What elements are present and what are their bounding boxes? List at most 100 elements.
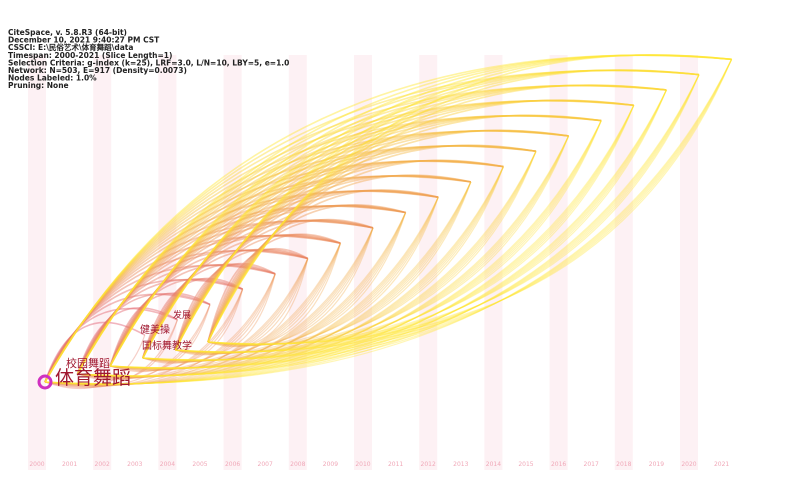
link-arc xyxy=(175,273,276,356)
link-arc xyxy=(174,174,471,351)
link-arc xyxy=(76,234,341,375)
link-arc xyxy=(44,69,700,383)
year-label: 2016 xyxy=(551,461,566,468)
link-arc xyxy=(76,205,406,375)
header-line: Selection Criteria: g-index (k=25), LRF=… xyxy=(8,58,289,67)
link-arc xyxy=(174,204,406,351)
link-arc xyxy=(44,135,570,385)
link-arc xyxy=(207,144,537,343)
link-arc xyxy=(175,74,700,353)
link-arc xyxy=(110,135,570,369)
link-arc xyxy=(44,242,341,386)
link-arc xyxy=(44,205,406,383)
link-arc xyxy=(44,212,407,386)
link-arc xyxy=(175,166,504,354)
link-arc xyxy=(109,190,439,367)
link-arc xyxy=(142,234,341,359)
link-arc xyxy=(142,99,634,359)
link-arc xyxy=(76,84,667,375)
link-arc xyxy=(44,235,341,383)
link-arc xyxy=(207,197,439,346)
link-arc xyxy=(109,175,471,367)
link-arc xyxy=(44,89,667,385)
link-arc xyxy=(207,89,667,345)
node-label: 发展 xyxy=(173,309,191,321)
link-arc xyxy=(207,59,733,345)
link-arc xyxy=(207,181,472,346)
link-arc xyxy=(142,248,309,359)
link-arc xyxy=(44,59,733,385)
link-arc xyxy=(142,59,733,361)
link-arc xyxy=(207,151,537,346)
link-arc xyxy=(142,242,341,363)
link-arc xyxy=(109,54,732,367)
link-arc xyxy=(44,227,374,386)
link-arc xyxy=(77,196,439,378)
node-ring xyxy=(37,374,53,390)
link-arc xyxy=(110,59,733,369)
link-arc xyxy=(44,150,537,385)
year-stripe xyxy=(288,55,307,470)
link-arc xyxy=(44,190,439,383)
link-arc xyxy=(110,304,211,373)
link-arc xyxy=(44,130,569,383)
link-arc xyxy=(175,258,309,355)
link-arc xyxy=(207,258,309,348)
link-arc xyxy=(44,273,276,387)
link-arc xyxy=(77,150,537,377)
link-arc xyxy=(44,145,537,383)
link-arc xyxy=(44,321,146,383)
link-arc xyxy=(207,84,667,343)
link-arc xyxy=(207,212,407,346)
link-arc xyxy=(175,105,635,353)
link-arc xyxy=(44,175,471,383)
year-label: 2010 xyxy=(355,461,370,468)
link-arc xyxy=(207,166,504,346)
link-arc xyxy=(76,249,308,375)
link-arc xyxy=(44,264,276,383)
node-label: 健美操 xyxy=(140,323,170,336)
link-arc xyxy=(174,129,569,351)
link-arc xyxy=(44,279,243,383)
link-arc xyxy=(44,319,178,389)
header-line: CSSCI: E:\民俗艺术\体育舞蹈\data xyxy=(8,42,133,52)
link-arc xyxy=(109,219,374,367)
link-arc xyxy=(207,189,439,343)
link-arc xyxy=(142,227,374,362)
link-arc xyxy=(109,160,504,367)
link-arc xyxy=(207,159,504,343)
link-arc xyxy=(175,212,407,354)
link-arc xyxy=(77,181,472,378)
link-arc xyxy=(44,258,309,387)
link-arc xyxy=(142,263,276,359)
year-stripe xyxy=(680,55,698,470)
year-label: 2009 xyxy=(323,461,338,468)
year-label: 2008 xyxy=(290,461,305,468)
link-arc xyxy=(110,288,244,372)
link-arc xyxy=(44,160,504,383)
header-line: Pruning: None xyxy=(8,81,69,90)
link-arc xyxy=(76,190,439,375)
header-line: Network: N=503, E=917 (Density=0.0073) xyxy=(8,66,187,75)
link-arc xyxy=(109,84,667,367)
link-arc xyxy=(76,264,276,375)
link-arc xyxy=(207,69,700,343)
link-arc xyxy=(142,273,276,364)
year-label: 2005 xyxy=(192,461,207,468)
link-arc xyxy=(175,242,341,355)
link-arc xyxy=(142,196,439,362)
link-arc xyxy=(175,59,733,353)
node-label: 国标舞教学 xyxy=(142,339,192,352)
year-label: 2003 xyxy=(127,461,142,468)
link-arc xyxy=(174,159,504,351)
link-arc xyxy=(76,307,178,375)
year-label: 2007 xyxy=(258,461,273,468)
link-arc xyxy=(77,258,309,379)
link-arc xyxy=(175,181,472,354)
link-arc xyxy=(142,105,635,361)
link-arc xyxy=(207,99,634,343)
year-stripe xyxy=(354,55,372,470)
link-arc xyxy=(44,115,602,383)
link-arc xyxy=(207,135,570,346)
link-arc xyxy=(110,242,341,371)
